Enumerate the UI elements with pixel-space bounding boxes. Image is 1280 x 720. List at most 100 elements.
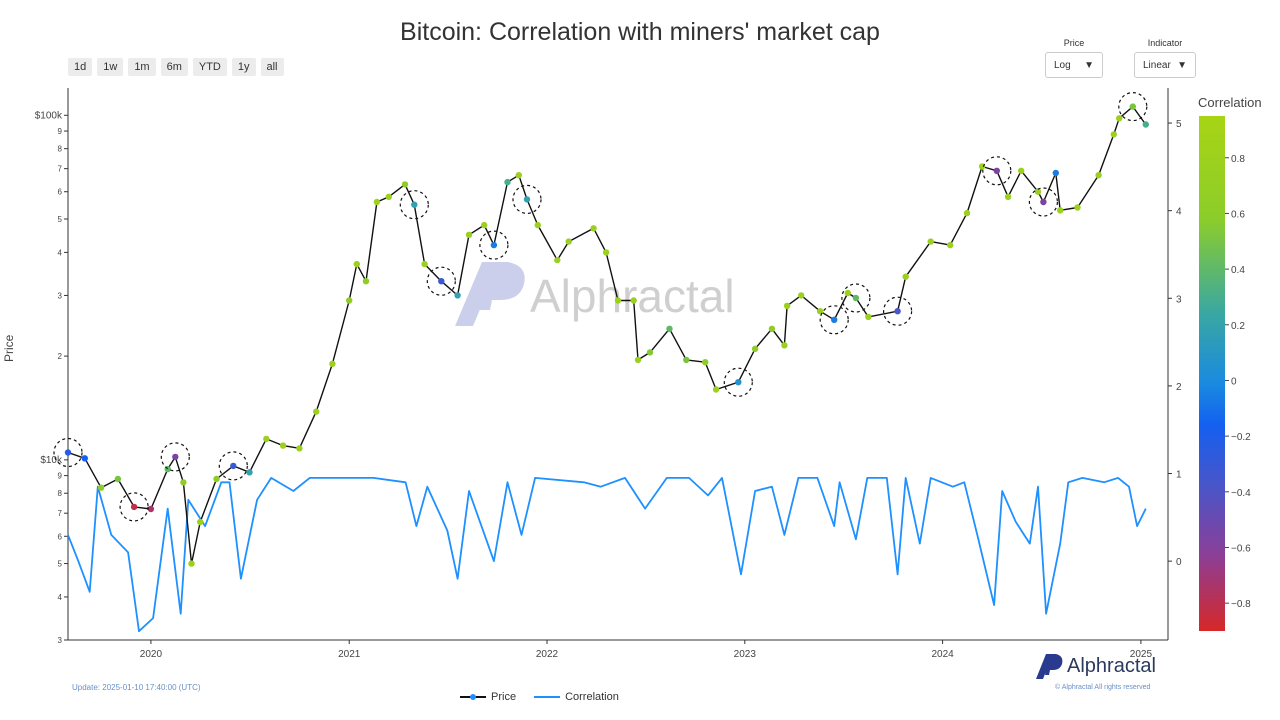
x-tick-label: 2022 (536, 649, 559, 660)
annotation-circle (723, 367, 753, 397)
colorbar-tick-label: −0.8 (1231, 599, 1251, 610)
y-left-tick-label: 4 (58, 593, 63, 602)
price-point (993, 167, 1000, 174)
price-point (852, 294, 860, 302)
colorbar-tick-label: 0.8 (1231, 154, 1245, 165)
price-point (523, 196, 531, 203)
colorbar-tick-label: −0.2 (1231, 432, 1251, 443)
x-tick-label: 2024 (931, 649, 954, 660)
annotation-circle (882, 296, 913, 326)
price-point (634, 356, 642, 364)
price-point (296, 445, 303, 452)
price-point (246, 469, 253, 476)
colorbar-title: Correlation (1198, 95, 1262, 110)
range-button-6m[interactable]: 6m (160, 58, 188, 76)
price-point (1057, 207, 1064, 214)
price-point (454, 292, 461, 299)
y-left-tick-label: 2 (58, 352, 63, 361)
y-left-tick-label: 3 (58, 636, 63, 645)
range-button-1w[interactable]: 1w (97, 58, 124, 76)
y-left-tick-label: 5 (58, 215, 63, 224)
y-left-tick-label: $100k (35, 110, 63, 121)
price-point (329, 360, 336, 367)
price-point (534, 221, 541, 229)
annotation-circle (426, 266, 456, 296)
alphractal-logo-icon (1036, 654, 1063, 679)
range-button-1y[interactable]: 1y (231, 58, 256, 76)
price-point (353, 260, 360, 268)
price-point (565, 238, 572, 245)
price-point (865, 313, 872, 321)
colorbar-tick-label: 0.4 (1231, 265, 1245, 276)
price-point (411, 201, 418, 208)
update-timestamp: Update: 2025-01-10 17:40:00 (UTC) (72, 683, 201, 692)
x-tick-label: 2023 (734, 649, 757, 660)
price-point (666, 325, 673, 332)
colorbar-tick-label: −0.4 (1231, 488, 1251, 499)
y-left-tick-label: 7 (58, 165, 63, 174)
brand-logo: Alphractal (1035, 652, 1156, 680)
price-point (97, 484, 105, 491)
price-point (346, 297, 353, 304)
price-point (735, 379, 742, 386)
indicator-scale-value: Linear (1143, 59, 1171, 71)
price-point (1052, 169, 1060, 177)
price-point (602, 249, 610, 256)
price-point (902, 273, 909, 280)
price-point (1018, 167, 1025, 174)
price-point (362, 278, 370, 285)
price-point (894, 308, 901, 315)
price-point (172, 453, 179, 461)
price-point (114, 475, 122, 483)
indicator-scale-label: Indicator (1147, 38, 1183, 48)
y-left-tick-label: 6 (58, 532, 63, 541)
price-point (646, 349, 654, 356)
y-right-tick-label: 2 (1176, 382, 1182, 393)
correlation-series (67, 477, 1147, 633)
correlation-line (67, 477, 1147, 633)
annotation-circle (218, 451, 248, 481)
price-point (927, 238, 934, 245)
price-point (313, 408, 320, 415)
price-point (1142, 121, 1150, 128)
price-point (147, 505, 155, 513)
range-button-1d[interactable]: 1d (68, 58, 93, 76)
caret-down-icon: ▼ (1177, 59, 1187, 71)
y-right-tick-label: 4 (1176, 207, 1182, 218)
price-point (844, 289, 851, 297)
range-button-all[interactable]: all (260, 58, 284, 76)
legend-item-correlation[interactable]: Correlation (534, 691, 619, 703)
price-point (279, 442, 287, 449)
y-left-tick-label: 7 (58, 509, 63, 518)
price-point (1116, 115, 1123, 122)
price-point (947, 241, 954, 249)
range-selector: 1d 1w 1m 6m YTD 1y all (68, 58, 284, 76)
y-right-tick-label: 0 (1176, 557, 1182, 568)
annotation-circle (1118, 91, 1148, 122)
colorbar-tick-label: 0 (1231, 376, 1237, 387)
range-button-ytd[interactable]: YTD (192, 58, 227, 76)
colorbar-tick-label: 0.2 (1231, 321, 1245, 332)
legend-item-price[interactable]: Price (460, 691, 516, 703)
price-point (1110, 131, 1118, 138)
y-left-tick-label: 8 (58, 145, 63, 154)
range-button-1m[interactable]: 1m (128, 58, 156, 76)
y-left-tick-label: 4 (58, 248, 63, 257)
price-point (1040, 198, 1047, 206)
price-point (614, 297, 622, 304)
y-left-tick-label: 5 (58, 560, 63, 569)
price-point (180, 479, 187, 486)
colorbar: 0.8 0.6 0.4 0.2 0 −0.2 −0.4 −0.6 −0.8 (1199, 116, 1251, 631)
price-point (438, 278, 445, 285)
price-point (554, 256, 561, 264)
price-scale-label: Price (1063, 38, 1085, 48)
annotation-circle (53, 437, 83, 468)
y-left-tick-label: 8 (58, 489, 63, 498)
brand-name: Alphractal (1067, 654, 1156, 677)
price-point (401, 181, 409, 188)
price-scale-select[interactable]: Log ▼ (1045, 52, 1103, 78)
plot-frame (67, 88, 1169, 641)
indicator-scale-select[interactable]: Linear ▼ (1134, 52, 1196, 78)
indicator-scale-control: Indicator Linear ▼ (1134, 38, 1196, 78)
